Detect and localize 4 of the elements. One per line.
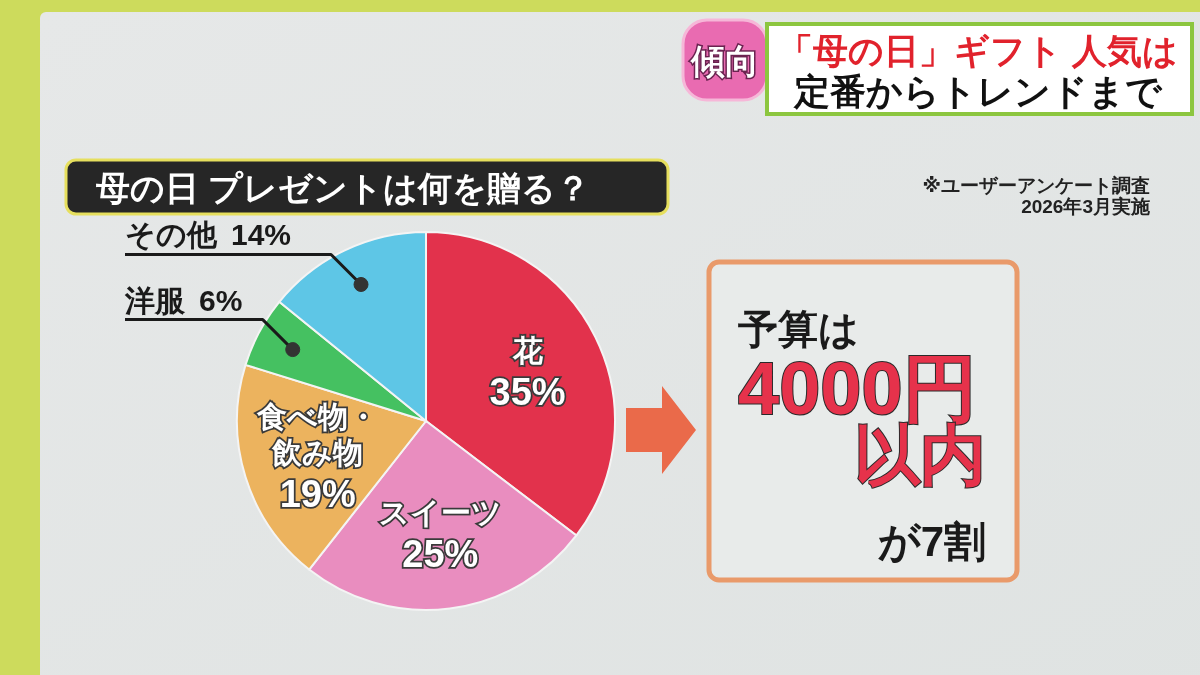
banner-title: 「母の日」ギフト 人気は — [778, 31, 1178, 70]
badge-label: 傾向 — [691, 42, 759, 80]
pie-title: 母の日 プレゼントは何を贈る？ — [96, 169, 591, 207]
banner-subtitle: 定番からトレンドまで — [794, 71, 1162, 112]
